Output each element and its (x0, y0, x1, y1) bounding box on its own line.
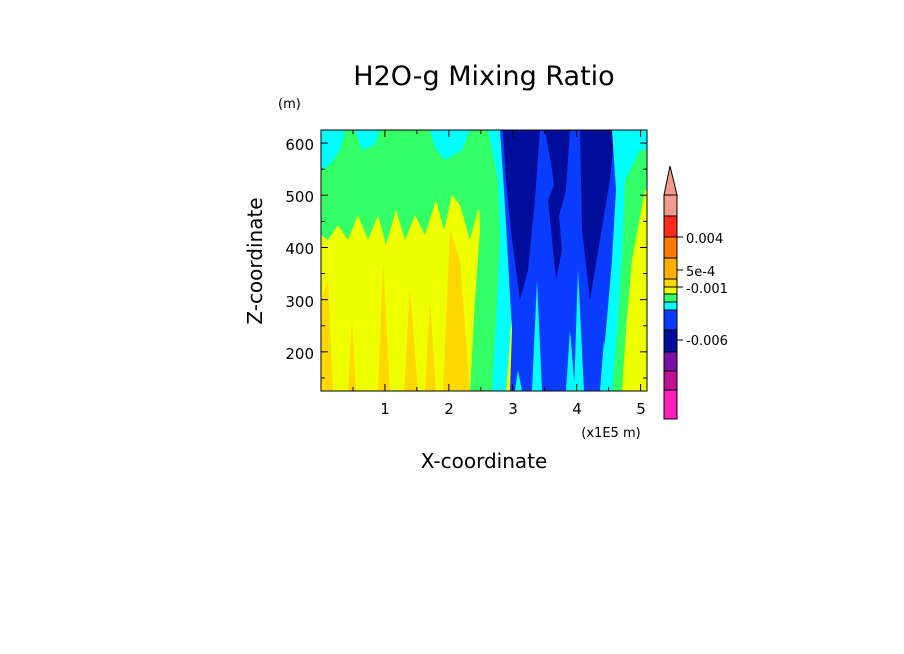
colorbar-cell (663, 286, 678, 295)
colorbar-cell (663, 370, 678, 391)
colorbar-cell (663, 278, 678, 288)
colorbar-label: -0.006 (686, 334, 728, 349)
colorbar-cell (663, 389, 678, 420)
y-tick-label: 600 (285, 136, 314, 154)
contour-field (321, 130, 647, 391)
colorbar-cell (663, 236, 678, 259)
colorbar-cell (663, 194, 678, 217)
chart-title: H2O-g Mixing Ratio (353, 61, 614, 92)
field-cyan-top (321, 130, 470, 170)
x-tick-label: 3 (508, 400, 518, 418)
colorbar-cell (663, 329, 678, 353)
colorbar-cell (663, 351, 678, 372)
x-tick-label: 5 (636, 400, 646, 418)
y-unit-label: (m) (278, 97, 301, 112)
colorbar-cell (663, 293, 678, 303)
y-tick-label: 400 (285, 240, 314, 258)
y-tick-labels: 200 300 400 500 600 (285, 136, 314, 363)
x-unit-label: (x1E5 m) (581, 426, 640, 441)
x-tick-label: 4 (572, 400, 582, 418)
x-tick-labels: 1 2 3 4 5 (380, 400, 646, 418)
y-tick-label: 200 (285, 345, 314, 363)
field-right-yellow (622, 190, 647, 391)
colorbar-extend-arrow (663, 165, 678, 196)
x-axis-label: X-coordinate (421, 449, 548, 473)
colorbar-cell (663, 301, 678, 311)
colorbar-cell (663, 215, 678, 238)
colorbar: 0.004 5e-4 -0.001 -0.006 (663, 165, 728, 420)
plot-frame (320, 129, 648, 392)
colorbar-label: 0.004 (686, 232, 723, 247)
y-tick-label: 300 (285, 293, 314, 311)
axis-ticks (321, 130, 647, 391)
field-darkblue-cores (503, 130, 615, 300)
x-tick-label: 2 (444, 400, 454, 418)
colorbar-cell (663, 257, 678, 280)
colorbar-label: 5e-4 (686, 265, 715, 280)
colorbar-cell (663, 309, 678, 331)
y-axis-label: Z-coordinate (243, 197, 267, 324)
y-tick-label: 500 (285, 188, 314, 206)
colorbar-label: -0.001 (686, 282, 728, 297)
x-tick-label: 1 (380, 400, 390, 418)
colorbar-cells (663, 194, 683, 420)
